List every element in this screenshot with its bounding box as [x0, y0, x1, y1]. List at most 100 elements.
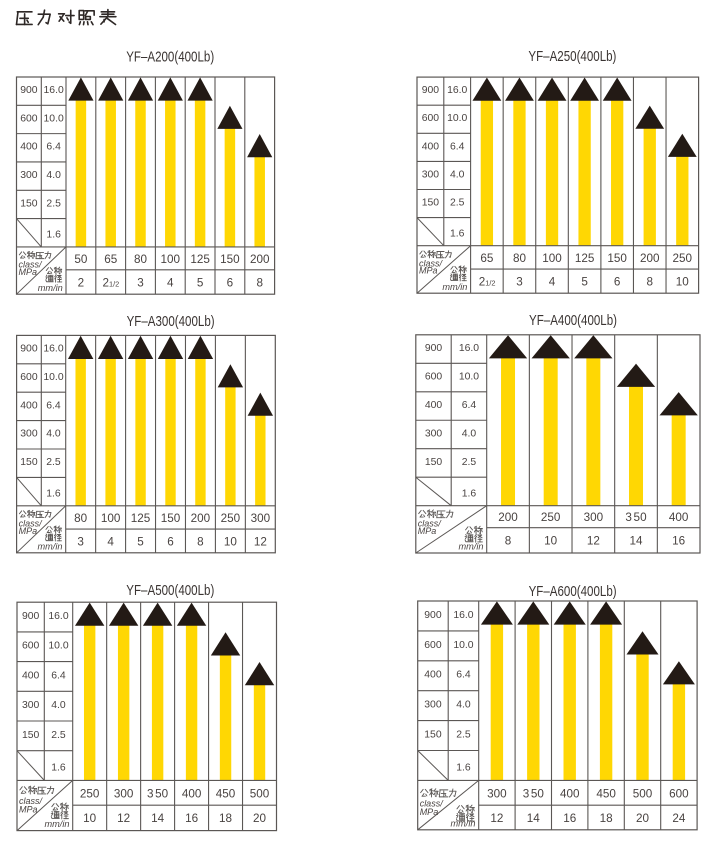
svg-text:350: 3 50	[147, 787, 169, 800]
svg-text:5: 5	[197, 276, 204, 289]
svg-text:4.0: 4.0	[46, 170, 61, 181]
svg-text:6.4: 6.4	[46, 400, 61, 411]
svg-text:80: 80	[513, 252, 527, 265]
svg-text:200: 200	[250, 253, 270, 266]
svg-text:5: 5	[137, 535, 144, 548]
svg-text:1.6: 1.6	[51, 762, 66, 773]
svg-text:4.0: 4.0	[462, 428, 477, 439]
svg-text:4: 4	[107, 535, 114, 548]
svg-text:450: 450	[216, 787, 236, 800]
svg-text:MPa: MPa	[19, 526, 38, 536]
svg-text:2.5: 2.5	[46, 198, 61, 209]
svg-text:400: 400	[20, 400, 38, 411]
svg-text:2: 2	[78, 276, 85, 289]
svg-text:150: 150	[22, 730, 40, 741]
svg-text:450: 450	[596, 787, 616, 800]
svg-text:21/2: 21/2	[479, 275, 496, 288]
svg-text:150: 150	[424, 729, 442, 740]
svg-text:125: 125	[190, 253, 210, 266]
svg-text:400: 400	[20, 142, 38, 153]
svg-text:10: 10	[676, 275, 690, 288]
svg-text:400: 400	[425, 400, 443, 411]
svg-text:6: 6	[614, 275, 621, 288]
svg-text:24: 24	[672, 812, 686, 825]
svg-text:1.6: 1.6	[46, 488, 61, 499]
svg-text:1.6: 1.6	[462, 488, 477, 499]
svg-text:10.0: 10.0	[453, 640, 473, 651]
svg-text:14: 14	[630, 535, 644, 548]
svg-text:6.4: 6.4	[462, 400, 477, 411]
svg-text:4.0: 4.0	[450, 169, 465, 180]
svg-text:250: 250	[673, 252, 693, 265]
svg-text:600: 600	[669, 787, 689, 800]
svg-text:600: 600	[422, 113, 440, 124]
svg-text:8: 8	[256, 276, 263, 289]
svg-text:1.6: 1.6	[456, 762, 471, 773]
svg-text:400: 400	[424, 670, 442, 681]
svg-text:400: 400	[560, 787, 580, 800]
svg-text:10.0: 10.0	[43, 372, 63, 383]
svg-text:1.6: 1.6	[450, 228, 465, 239]
svg-text:16: 16	[563, 812, 576, 825]
svg-text:125: 125	[575, 252, 595, 265]
svg-text:150: 150	[422, 197, 440, 208]
svg-text:500: 500	[250, 787, 270, 800]
svg-text:600: 600	[20, 113, 38, 124]
svg-text:21/2: 21/2	[103, 276, 120, 289]
svg-text:900: 900	[20, 344, 38, 355]
svg-text:900: 900	[22, 611, 40, 622]
svg-text:4.0: 4.0	[51, 700, 66, 711]
svg-text:16.0: 16.0	[48, 611, 68, 622]
svg-text:4.0: 4.0	[456, 700, 471, 711]
svg-text:250: 250	[80, 787, 100, 800]
svg-text:2.5: 2.5	[51, 730, 66, 741]
svg-text:900: 900	[425, 343, 443, 354]
svg-text:12: 12	[254, 535, 267, 548]
svg-text:300: 300	[22, 700, 40, 711]
svg-text:MPa: MPa	[19, 267, 38, 277]
svg-text:350: 3 50	[523, 787, 545, 800]
svg-text:16.0: 16.0	[43, 344, 63, 355]
svg-text:300: 300	[422, 169, 440, 180]
svg-text:200: 200	[640, 252, 660, 265]
svg-text:600: 600	[20, 372, 38, 383]
svg-text:4: 4	[549, 275, 556, 288]
svg-text:16.0: 16.0	[453, 610, 473, 621]
svg-text:YF–A200(400Lb): YF–A200(400Lb)	[126, 50, 214, 66]
svg-text:3: 3	[516, 275, 523, 288]
svg-text:6: 6	[227, 276, 234, 289]
svg-text:200: 200	[191, 512, 211, 525]
svg-text:MPa: MPa	[420, 807, 439, 817]
svg-text:8: 8	[646, 275, 653, 288]
svg-text:16.0: 16.0	[44, 85, 64, 96]
svg-text:mm/in: mm/in	[38, 283, 63, 293]
svg-text:80: 80	[134, 253, 148, 266]
svg-text:6.4: 6.4	[51, 670, 66, 681]
svg-text:12: 12	[490, 812, 503, 825]
svg-text:18: 18	[600, 812, 613, 825]
svg-text:6: 6	[167, 535, 174, 548]
svg-text:500: 500	[633, 787, 653, 800]
svg-text:12: 12	[587, 535, 600, 548]
svg-text:900: 900	[20, 85, 38, 96]
svg-text:200: 200	[498, 511, 518, 524]
svg-text:class/: class/	[19, 260, 44, 270]
svg-text:YF–A600(400Lb): YF–A600(400Lb)	[529, 584, 617, 600]
svg-text:3: 3	[77, 535, 84, 548]
svg-text:6.4: 6.4	[46, 142, 61, 153]
svg-text:mm/in: mm/in	[450, 818, 475, 828]
svg-text:100: 100	[161, 253, 181, 266]
svg-text:10: 10	[544, 535, 558, 548]
svg-text:14: 14	[527, 812, 541, 825]
svg-text:6.4: 6.4	[450, 141, 465, 152]
svg-text:900: 900	[422, 85, 440, 96]
svg-text:6.4: 6.4	[456, 670, 471, 681]
svg-text:20: 20	[636, 812, 650, 825]
svg-text:4: 4	[167, 276, 174, 289]
svg-text:400: 400	[669, 511, 689, 524]
svg-text:class/: class/	[19, 796, 44, 806]
svg-text:10.0: 10.0	[48, 641, 68, 652]
svg-text:150: 150	[220, 253, 240, 266]
svg-text:mm/in: mm/in	[37, 541, 62, 551]
svg-text:YF–A300(400Lb): YF–A300(400Lb)	[127, 314, 215, 330]
